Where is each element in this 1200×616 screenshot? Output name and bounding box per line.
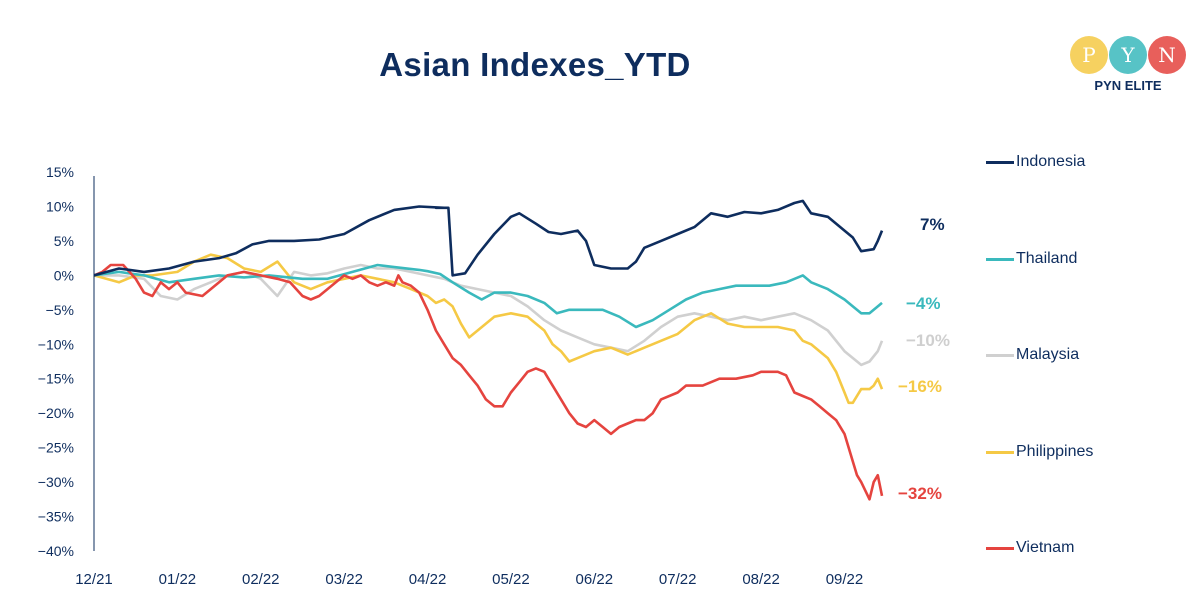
y-tick-label: −25% [38,440,74,456]
legend-swatch-malaysia [986,353,1014,357]
legend-label-indonesia: Indonesia [1016,153,1086,170]
legend-item-thailand: Thailand [986,247,1077,271]
end-label-vietnam: −32% [898,484,942,503]
y-tick-label: −5% [46,302,74,318]
y-tick-label: 5% [54,233,74,249]
y-tick-label: 0% [54,267,74,283]
y-tick-label: 10% [46,198,74,214]
x-tick-label: 08/22 [742,571,780,588]
y-tick-label: 15% [46,164,74,180]
legend-item-malaysia: Malaysia [986,343,1079,367]
chart-title: Asian Indexes_YTD [379,46,691,83]
y-tick-label: −10% [38,336,74,352]
legend-item-vietnam: Vietnam [986,536,1074,560]
legend-swatch-philippines [986,450,1014,454]
legend-item-philippines: Philippines [986,440,1093,464]
logo-letter-n: N [1148,36,1186,74]
legend-item-indonesia: Indonesia [986,150,1085,174]
y-tick-label: −15% [38,371,74,387]
legend-swatch-indonesia [986,160,1014,164]
legend-label-vietnam: Vietnam [1016,539,1075,556]
end-label-malaysia: −10% [906,331,950,350]
end-label-philippines: −16% [898,377,942,396]
x-tick-label: 06/22 [576,571,614,588]
y-tick-label: −30% [38,474,74,490]
logo-text: PYN ELITE [1094,78,1162,93]
x-tick-label: 02/22 [242,571,280,588]
series-line-philippines [93,253,884,405]
legend-swatch-vietnam [986,546,1014,550]
series-line-indonesia [93,199,884,277]
x-tick-label: 12/21 [75,571,113,588]
y-tick-label: −35% [38,509,74,525]
x-tick-label: 04/22 [409,571,447,588]
y-tick-label: −20% [38,405,74,421]
series-line-thailand [93,263,883,329]
legend-swatch-thailand [986,257,1014,261]
series-line-malaysia [94,263,884,367]
x-tick-label: 03/22 [325,571,363,588]
x-tick-label: 09/22 [826,571,864,588]
y-tick-label: −40% [38,543,74,559]
pyn-elite-logo: P Y N PYN ELITE [1068,34,1188,104]
x-tick-label: 05/22 [492,571,530,588]
x-tick-label: 01/22 [159,571,197,588]
logo-letter-y: Y [1109,36,1147,74]
logo-letter-p: P [1070,36,1108,74]
series-line-vietnam [93,263,884,501]
legend-label-malaysia: Malaysia [1016,346,1080,363]
end-label-indonesia: 7% [920,215,945,234]
legend-label-philippines: Philippines [1016,443,1094,460]
x-tick-label: 07/22 [659,571,697,588]
legend-label-thailand: Thailand [1016,250,1078,267]
end-label-thailand: −4% [906,294,941,313]
